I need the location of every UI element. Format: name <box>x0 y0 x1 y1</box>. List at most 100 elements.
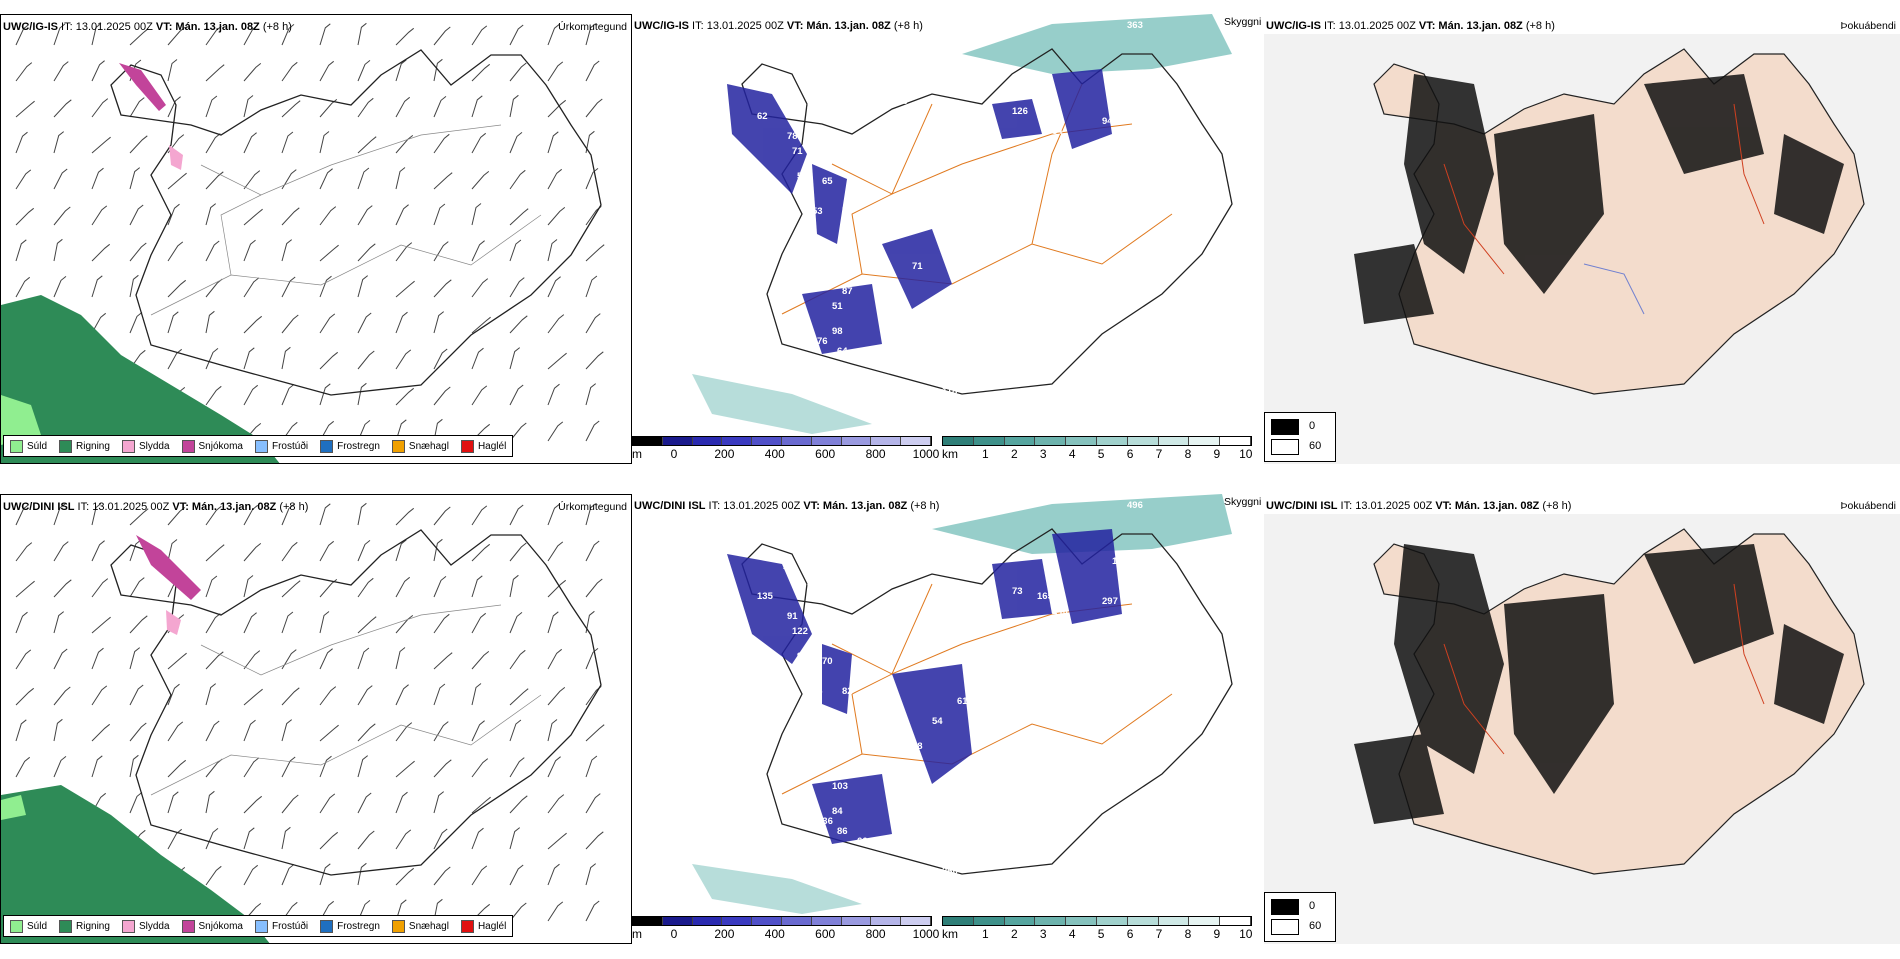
wind-barb <box>357 755 369 778</box>
wind-barb <box>433 613 450 634</box>
colorbar-strip <box>942 916 1252 926</box>
wind-barb <box>357 647 370 670</box>
wind-barb <box>91 23 102 46</box>
colorbar-tick-label: 3 <box>1039 927 1047 941</box>
wind-barb <box>129 135 148 154</box>
colorbar-segment <box>752 437 782 445</box>
rivers <box>1443 583 1765 755</box>
cloud-base-label: 83 <box>772 691 783 702</box>
wind-barb <box>395 27 415 46</box>
wind-barb <box>129 539 142 562</box>
wind-barb <box>243 543 262 562</box>
cloud-base-label: 78 <box>787 131 798 142</box>
wind-barb <box>395 280 415 298</box>
wind-barb <box>167 791 179 814</box>
colorbar-segment <box>1158 917 1190 925</box>
colorbar-strip <box>632 916 932 926</box>
wind-barb <box>167 241 184 262</box>
colorbar-tick-label: 4 <box>1068 927 1076 941</box>
legend-item: Frostregn <box>320 919 380 933</box>
wind-barb <box>509 827 521 850</box>
legend-swatch <box>59 439 73 453</box>
cloud-base-labels: 129 71 73 93 135 91 122 96 70 82 83 66 56 67 97 103 88 84… <box>757 500 1143 877</box>
wind-barb <box>585 275 598 298</box>
wind-barb <box>547 863 560 886</box>
panel-title: UWC/IG-IS IT: 13.01.2025 00Z VT: Mán. 13… <box>634 20 923 32</box>
wind-barb <box>243 504 259 526</box>
wind-barb <box>319 686 337 706</box>
legend-item: Snæhagl <box>391 439 449 453</box>
colorbar-segment <box>722 917 753 925</box>
wind-barb <box>205 865 222 886</box>
wind-barb <box>471 612 487 634</box>
wind-barb <box>585 793 601 814</box>
legend-swatch <box>460 439 474 453</box>
wind-barb <box>433 386 451 406</box>
wind-barb <box>395 539 407 562</box>
cloud-base-label: 187 <box>952 371 968 382</box>
legend-swatch <box>391 919 405 933</box>
cloud-base-labels: 39 71 63 89 62 78 71 50 65 74 90 53 43 102 87 51 71 98 76 6… <box>757 20 1143 397</box>
wind-barb <box>91 312 107 334</box>
wind-barb <box>281 346 291 370</box>
cloud-base-label: 63 <box>782 81 793 92</box>
colorbar-unit: m <box>632 447 642 461</box>
colorbar-tick-label: 600 <box>815 447 836 461</box>
precip-legend: Súld Rigning Slydda Snjókoma Frostúði Fr… <box>3 915 514 937</box>
colorbar-tick-label: 0 <box>670 927 678 941</box>
cloud-base-label: 91 <box>787 611 798 622</box>
fog-swatch-0 <box>1271 899 1299 915</box>
wind-barb <box>547 383 560 406</box>
wind-barb <box>91 723 111 742</box>
precip-type-panel: UWC/IG-IS IT: 13.01.2025 00Z VT: Mán. 13… <box>0 14 632 464</box>
wind-barb <box>585 648 599 670</box>
cloud-base-label: 97 <box>842 766 853 777</box>
wind-barb <box>433 828 448 850</box>
wind-barb <box>547 901 564 922</box>
fog-index-panel: UWC/IG-IS IT: 13.01.2025 00Z VT: Mán. 13… <box>1264 14 1900 464</box>
cloud-areas <box>727 69 1112 354</box>
cloud-base-colorbar: m 0 200 400 600 800 1000 <box>632 436 939 462</box>
wind-barb <box>471 543 491 562</box>
wind-barb <box>281 207 300 226</box>
forecast-row-ig-is: UWC/IG-IS IT: 13.01.2025 00Z VT: Mán. 13… <box>0 14 1900 479</box>
wind-barb <box>357 136 377 154</box>
wind-barb <box>129 204 144 226</box>
wind-barb <box>471 63 491 82</box>
legend-swatch <box>254 439 268 453</box>
cloud-base-label: 107 <box>957 216 973 227</box>
wind-barb <box>585 60 600 82</box>
precip-type-map <box>1 502 605 943</box>
cloud-base-label: 84 <box>832 806 843 817</box>
rivers <box>781 83 1173 315</box>
wind-barb <box>433 58 443 82</box>
wind-barb <box>15 580 35 598</box>
wind-barb <box>15 207 35 226</box>
wind-barb <box>471 240 485 262</box>
wind-barb <box>357 275 369 298</box>
wind-barb <box>509 542 527 562</box>
legend-swatch <box>460 919 474 933</box>
wind-barb <box>167 539 178 562</box>
colorbar-segment <box>1189 437 1221 445</box>
wind-barb <box>281 61 298 82</box>
legend-swatch <box>181 439 195 453</box>
legend-item: Rigning <box>59 439 110 453</box>
colorbar-segment <box>841 917 872 925</box>
wind-barb <box>167 59 178 82</box>
wind-barb <box>205 613 221 634</box>
wind-barb <box>319 863 331 886</box>
wind-barb <box>243 63 262 82</box>
wind-barb <box>243 612 257 634</box>
wind-barb <box>395 867 415 886</box>
wind-barb <box>471 316 491 334</box>
wind-barb <box>205 544 225 562</box>
wind-barb <box>395 59 407 82</box>
colorbar-segment <box>662 917 693 925</box>
wind-barb <box>319 724 339 742</box>
wind-barb <box>319 131 330 154</box>
wind-barb <box>471 683 482 706</box>
fog-legend: 0 60 <box>1264 892 1336 942</box>
wind-barb <box>547 131 559 154</box>
wind-barb <box>585 23 597 46</box>
